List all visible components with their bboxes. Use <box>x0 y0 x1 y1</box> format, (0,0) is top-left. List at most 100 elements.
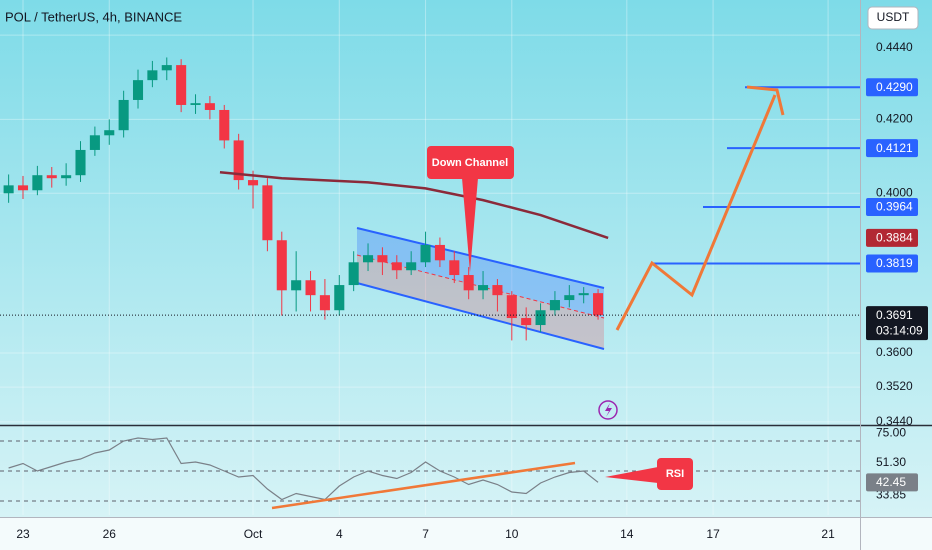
rsi-current-label: 42.45 <box>876 475 906 489</box>
callout-label: Down Channel <box>432 157 508 169</box>
candle-body <box>147 70 158 81</box>
candle-body <box>46 175 57 179</box>
candle-body <box>204 103 215 110</box>
level-badge <box>866 254 918 273</box>
candle-body <box>219 109 230 141</box>
candle-body <box>535 310 546 326</box>
countdown: 03:14:09 <box>876 323 923 337</box>
candle-body <box>492 285 503 296</box>
candle-body <box>291 280 302 291</box>
candle-body <box>463 275 474 291</box>
channel-top <box>356 227 605 289</box>
x-tick-label: 7 <box>422 527 429 541</box>
candle-body <box>363 255 374 263</box>
currency-button[interactable] <box>867 6 919 30</box>
candle-body <box>334 285 345 311</box>
alert-icon[interactable] <box>598 400 618 420</box>
rsi-callout-label: RSI <box>666 468 684 480</box>
candle-body <box>276 240 287 291</box>
overlays: Down Channel RSI <box>271 85 785 510</box>
x-tick-label: 17 <box>706 527 720 541</box>
ma-badge <box>866 228 918 247</box>
candle-body <box>233 140 244 181</box>
time-axis-bg <box>0 517 932 550</box>
axis: 0.4440 0.4200 0.4000 0.3600 0.3520 0.3440 23 26… <box>16 40 928 541</box>
channel-bottom <box>356 282 605 350</box>
alert-icon-bolt <box>605 403 612 417</box>
candle-body <box>449 260 460 276</box>
projection-path <box>615 94 777 331</box>
chart-title: POL / TetherUS, 4h, BINANCE <box>5 9 182 24</box>
y-tick-label: 0.3440 <box>876 414 913 428</box>
candle-body <box>118 99 129 131</box>
x-tick-label: 10 <box>505 527 519 541</box>
level-label: 0.3964 <box>876 200 913 214</box>
candle-body <box>406 262 417 271</box>
channel-upper-fill <box>357 228 604 318</box>
y-tick-label: 0.3600 <box>876 345 913 359</box>
level-label: 0.4121 <box>876 141 913 155</box>
candle-body <box>420 244 431 263</box>
moving-average <box>219 170 609 240</box>
x-tick-label: 26 <box>103 527 117 541</box>
x-tick-label: 23 <box>16 527 30 541</box>
y-tick-label: 0.4200 <box>876 112 913 126</box>
rsi-callout-pointer <box>605 467 658 483</box>
rsi-trendline <box>271 461 576 510</box>
ma-label: 0.3884 <box>876 231 913 245</box>
background <box>0 0 932 517</box>
candle-body <box>434 244 445 261</box>
level-badge <box>866 197 918 216</box>
x-tick-label: Oct <box>244 527 263 541</box>
candle-body <box>549 300 560 311</box>
y-tick-label: 0.4440 <box>876 40 913 54</box>
candle-body <box>247 180 259 186</box>
candle-body <box>3 185 14 194</box>
currency-label: USDT <box>877 10 910 24</box>
rsi-line <box>8 437 599 501</box>
candle-body <box>348 262 359 286</box>
x-tick-label: 21 <box>821 527 835 541</box>
last-price-label: 0.3691 <box>876 308 913 322</box>
projection-arrowhead <box>746 85 785 116</box>
candle-body <box>161 65 172 71</box>
candle-body <box>104 130 115 136</box>
candle-body <box>262 185 273 241</box>
candle-body <box>478 285 489 291</box>
marks <box>0 57 860 501</box>
last-price-badge <box>866 306 928 341</box>
level-badge <box>866 139 918 158</box>
candle-body <box>319 295 330 311</box>
x-tick-label: 14 <box>620 527 634 541</box>
candle-body <box>61 175 72 179</box>
candle-body <box>89 135 100 150</box>
candle-body <box>75 149 86 176</box>
level-label: 0.4290 <box>876 80 913 94</box>
candle-body <box>578 293 589 296</box>
rsi-ma-label: 51.30 <box>876 455 906 469</box>
candle-body <box>305 280 316 296</box>
down-channel <box>356 227 605 350</box>
candle-body <box>593 293 604 316</box>
candle-body <box>506 295 517 319</box>
channel-lower-fill <box>357 255 604 349</box>
candle-body <box>391 262 402 271</box>
rsi-tick-label: 75.00 <box>876 426 906 440</box>
y-tick-label: 0.4000 <box>876 185 913 199</box>
candle-body <box>190 103 201 105</box>
candle-body <box>17 185 29 191</box>
candle-body <box>176 65 187 105</box>
candle-body <box>521 318 532 326</box>
callout-pointer <box>462 178 478 272</box>
candle-body <box>564 295 575 301</box>
rsi-badge <box>866 473 918 492</box>
level-label: 0.3819 <box>876 256 913 270</box>
y-tick-label: 0.3520 <box>876 379 913 393</box>
candle-body <box>132 80 144 100</box>
x-tick-label: 4 <box>336 527 343 541</box>
rsi-callout-box <box>657 458 693 490</box>
level-badge <box>866 78 918 97</box>
candle-body <box>32 175 43 191</box>
